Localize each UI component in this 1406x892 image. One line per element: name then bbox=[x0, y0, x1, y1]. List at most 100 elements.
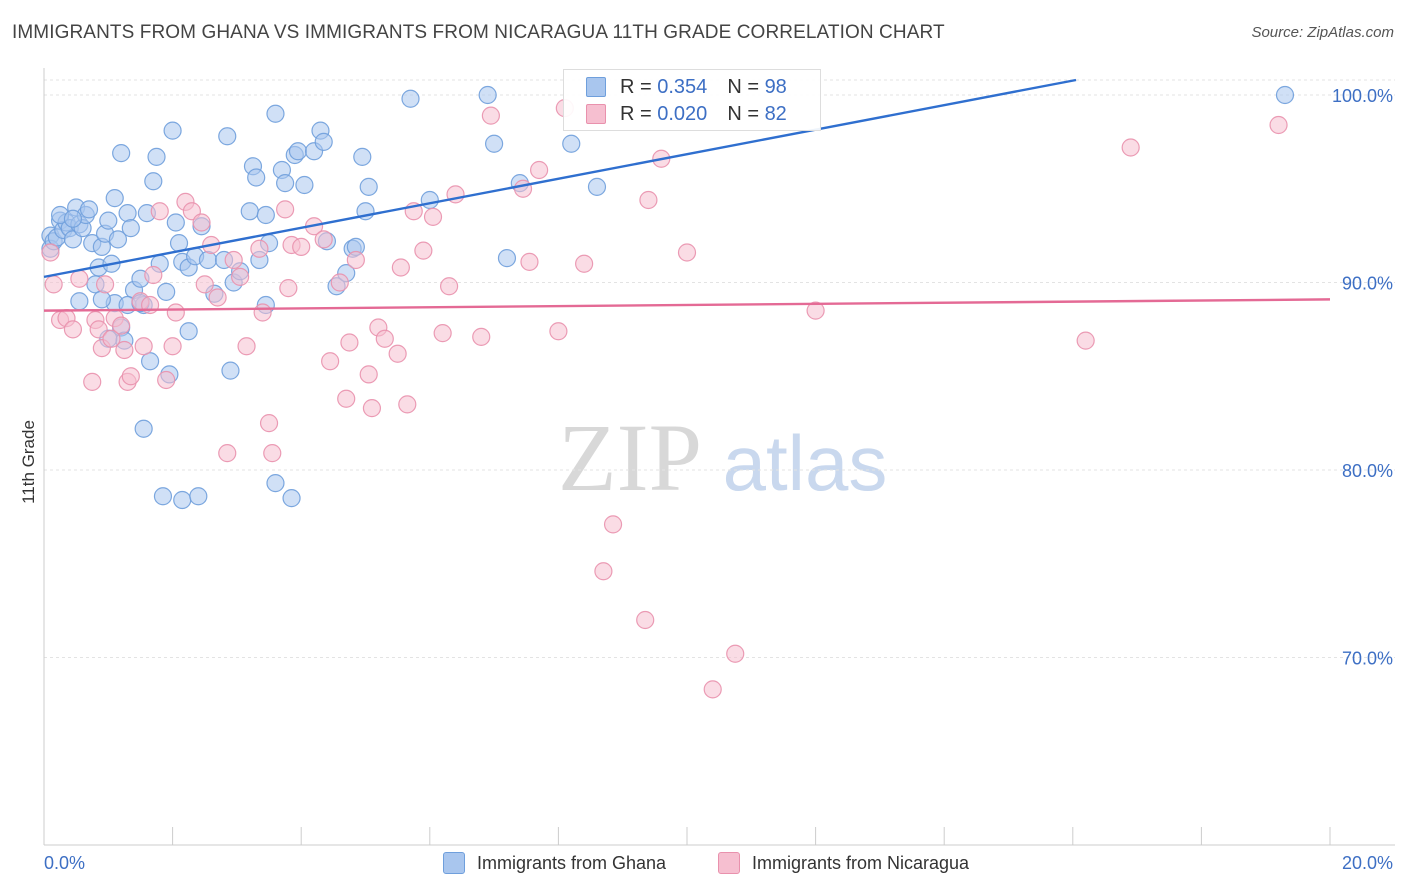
y-axis-label: 11th Grade bbox=[19, 420, 38, 504]
ghana-point bbox=[147, 147, 166, 166]
nicaragua-point bbox=[250, 239, 269, 258]
ghana-point bbox=[353, 147, 372, 166]
r-value: 0.354 bbox=[657, 75, 708, 98]
nicaragua-point bbox=[1076, 331, 1095, 350]
n-label: N = bbox=[727, 102, 759, 125]
y-tick-label: 80.0% bbox=[1342, 461, 1393, 481]
legend-label-ghana: Immigrants from Ghana bbox=[477, 852, 667, 873]
nicaragua-point bbox=[340, 333, 359, 352]
nicaragua-point bbox=[423, 207, 443, 226]
legend-row-nicaragua: R = 0.020 N = 82 bbox=[586, 101, 787, 127]
nicaragua-point bbox=[346, 250, 365, 270]
nicaragua-point bbox=[208, 288, 227, 307]
ghana-point bbox=[157, 282, 176, 301]
ghana-point bbox=[198, 250, 218, 270]
nicaragua-point bbox=[134, 337, 153, 356]
nicaragua-legend-swatch bbox=[718, 852, 740, 874]
nicaragua-point bbox=[292, 237, 311, 256]
nicaragua-point bbox=[237, 337, 256, 356]
nicaragua-point bbox=[398, 395, 417, 414]
ghana-point bbox=[70, 292, 89, 311]
ghana-point bbox=[485, 134, 504, 153]
ghana-point bbox=[121, 219, 140, 238]
nicaragua-point bbox=[231, 267, 250, 286]
series-nicaragua bbox=[41, 99, 1288, 699]
trend-lines bbox=[43, 78, 1331, 312]
r-label: R = bbox=[620, 75, 652, 98]
ghana-point bbox=[163, 121, 182, 140]
nicaragua-point bbox=[166, 303, 185, 322]
nicaragua-point bbox=[41, 243, 60, 262]
x-tick-labels: 0.0% 20.0% bbox=[44, 853, 1393, 873]
nicaragua-point bbox=[89, 320, 108, 339]
ghana-point bbox=[478, 85, 497, 105]
nicaragua-point bbox=[594, 562, 613, 581]
legend-row-ghana: R = 0.354 N = 98 bbox=[586, 74, 787, 100]
ghana-point bbox=[256, 205, 275, 225]
ghana-point bbox=[1275, 85, 1295, 105]
nicaragua-point bbox=[481, 106, 500, 125]
source-credit: Source: ZipAtlas.com bbox=[1251, 24, 1394, 41]
watermark: ZIP atlas bbox=[558, 404, 887, 511]
trend-line-nicaragua bbox=[43, 298, 1331, 312]
legend-item-ghana[interactable]: Immigrants from Ghana bbox=[443, 852, 666, 874]
nicaragua-point bbox=[276, 200, 295, 219]
ghana-point bbox=[276, 174, 295, 193]
legend-label-nicaragua: Immigrants from Nicaragua bbox=[752, 852, 970, 873]
nicaragua-point bbox=[388, 344, 407, 363]
ghana-point bbox=[266, 104, 285, 123]
ghana-point bbox=[295, 175, 314, 195]
nicaragua-point bbox=[603, 515, 623, 534]
ghana-point bbox=[179, 322, 198, 341]
ghana-point bbox=[266, 474, 285, 493]
nicaragua-point bbox=[121, 367, 140, 386]
axes bbox=[43, 68, 1395, 846]
ghana-point bbox=[562, 134, 581, 153]
ghana-point bbox=[240, 202, 259, 221]
nicaragua-point bbox=[703, 680, 722, 699]
nicaragua-point bbox=[157, 370, 176, 390]
nicaragua-point bbox=[513, 179, 533, 198]
y-tick-label: 70.0% bbox=[1342, 649, 1393, 669]
nicaragua-point bbox=[472, 327, 491, 346]
nicaragua-point bbox=[150, 202, 169, 221]
nicaragua-swatch bbox=[586, 104, 606, 124]
ghana-point bbox=[314, 132, 333, 151]
legend-item-nicaragua[interactable]: Immigrants from Nicaragua bbox=[718, 852, 969, 874]
watermark-zip: ZIP bbox=[558, 404, 702, 511]
ghana-point bbox=[140, 352, 160, 371]
nicaragua-point bbox=[575, 254, 594, 273]
bottom-legend: Immigrants from Ghana Immigrants from Ni… bbox=[0, 852, 1406, 878]
ghana-point bbox=[359, 177, 378, 196]
n-value: 82 bbox=[764, 102, 787, 125]
nicaragua-point bbox=[726, 644, 745, 663]
ghana-swatch bbox=[586, 77, 606, 97]
chart-title: IMMIGRANTS FROM GHANA VS IMMIGRANTS FROM… bbox=[12, 22, 945, 43]
nicaragua-point bbox=[144, 265, 163, 285]
r-value: 0.020 bbox=[657, 102, 708, 125]
nicaragua-point bbox=[806, 301, 825, 320]
y-tick-labels: 70.0% 80.0% 90.0% 100.0% bbox=[1332, 86, 1393, 669]
ghana-point bbox=[108, 230, 128, 249]
nicaragua-point bbox=[195, 275, 214, 294]
nicaragua-point bbox=[520, 252, 539, 271]
ghana-legend-swatch bbox=[443, 852, 465, 874]
nicaragua-point bbox=[83, 372, 102, 391]
ghana-point bbox=[282, 489, 301, 508]
nicaragua-point bbox=[391, 258, 410, 277]
nicaragua-point bbox=[279, 279, 298, 298]
nicaragua-point bbox=[321, 352, 340, 371]
nicaragua-point bbox=[70, 269, 89, 288]
ghana-point bbox=[247, 168, 266, 187]
ghana-point bbox=[401, 89, 420, 108]
nicaragua-point bbox=[1121, 138, 1140, 157]
ghana-point bbox=[497, 249, 517, 268]
nicaragua-point bbox=[359, 365, 378, 384]
ghana-point bbox=[92, 290, 111, 309]
nicaragua-point bbox=[192, 213, 211, 232]
ghana-point bbox=[420, 190, 439, 210]
ghana-point bbox=[134, 419, 153, 438]
nicaragua-point bbox=[677, 243, 697, 262]
nicaragua-point bbox=[63, 320, 83, 339]
